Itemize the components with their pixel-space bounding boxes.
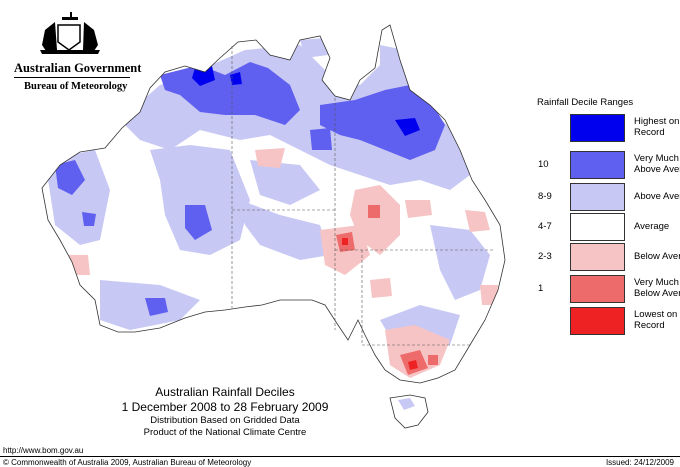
legend-swatch xyxy=(570,114,625,142)
legend-label: Very Much Above Average xyxy=(634,153,680,175)
legend-swatch xyxy=(570,213,625,241)
legend-item: 1 Very Much Below Average xyxy=(530,275,680,303)
legend-item: 4-7 Average xyxy=(530,213,680,241)
map-caption: Australian Rainfall Deciles 1 December 2… xyxy=(110,385,340,439)
legend-item: Highest on Record xyxy=(530,114,680,142)
map-distribution-note: Distribution Based on Gridded Data xyxy=(150,415,300,426)
copyright-text: © Commonwealth of Australia 2009, Austra… xyxy=(3,458,252,467)
legend-label: Average xyxy=(634,221,670,232)
legend-title: Rainfall Decile Ranges xyxy=(537,97,634,108)
government-title: Australian Government xyxy=(14,61,142,75)
map-title: Australian Rainfall Deciles xyxy=(155,385,295,399)
website-link[interactable]: http://www.bom.gov.au xyxy=(3,446,84,455)
legend-swatch xyxy=(570,307,625,335)
legend-label: Above Average xyxy=(634,191,680,202)
legend-decile-code: 4-7 xyxy=(538,221,552,232)
legend-swatch xyxy=(570,183,625,211)
bureau-title: Bureau of Meteorology xyxy=(24,81,128,92)
header-divider xyxy=(14,77,130,78)
legend-label: Lowest on Record xyxy=(634,309,678,331)
footer-divider xyxy=(0,456,680,457)
legend-label: Below Average xyxy=(634,251,680,262)
legend-item: Lowest on Record xyxy=(530,307,680,335)
coat-of-arms-icon xyxy=(40,12,100,54)
legend-decile-code: 2-3 xyxy=(538,251,552,262)
issued-date: Issued: 24/12/2009 xyxy=(605,458,674,467)
map-date-range: 1 December 2008 to 28 February 2009 xyxy=(121,400,329,414)
legend-decile-code: 1 xyxy=(538,283,544,294)
legend-decile-code: 10 xyxy=(538,159,549,170)
map-product-note: Product of the National Climate Centre xyxy=(143,427,307,438)
legend-item: 8-9 Above Average xyxy=(530,183,680,211)
legend-label: Highest on Record xyxy=(634,116,680,138)
legend-label: Very Much Below Average xyxy=(634,277,680,299)
legend-decile-code: 8-9 xyxy=(538,191,552,202)
legend-swatch xyxy=(570,151,625,179)
legend-swatch xyxy=(570,243,625,271)
legend-item: 10 Very Much Above Average xyxy=(530,151,680,179)
legend-item: 2-3 Below Average xyxy=(530,243,680,271)
legend-swatch xyxy=(570,275,625,303)
